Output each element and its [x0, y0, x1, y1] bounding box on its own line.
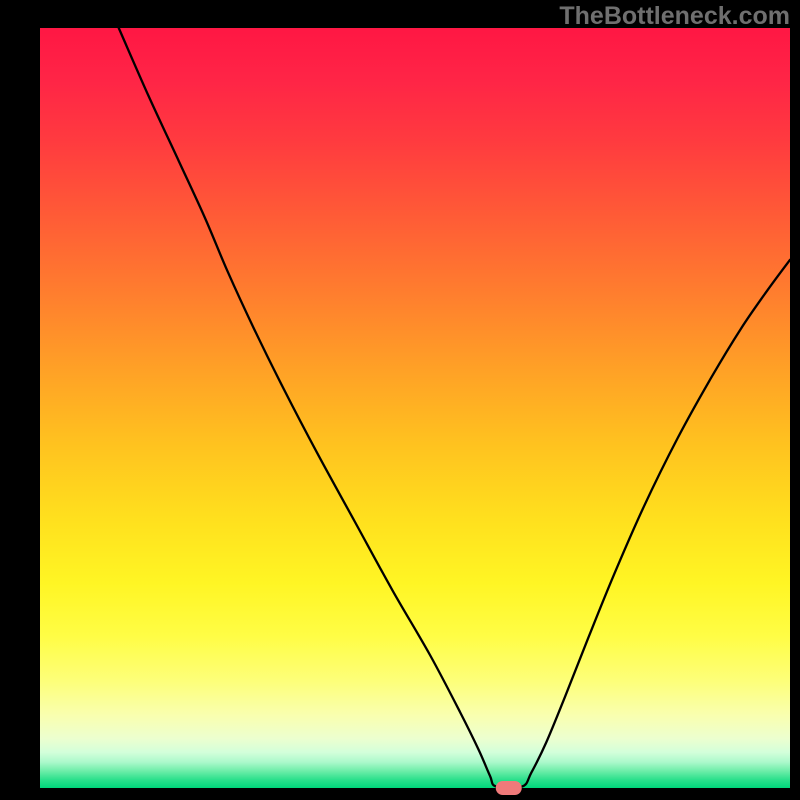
plot-background — [40, 28, 790, 788]
bottleneck-chart — [0, 0, 800, 800]
optimum-marker — [496, 781, 522, 795]
watermark-text: TheBottleneck.com — [559, 2, 790, 31]
chart-stage: TheBottleneck.com — [0, 0, 800, 800]
